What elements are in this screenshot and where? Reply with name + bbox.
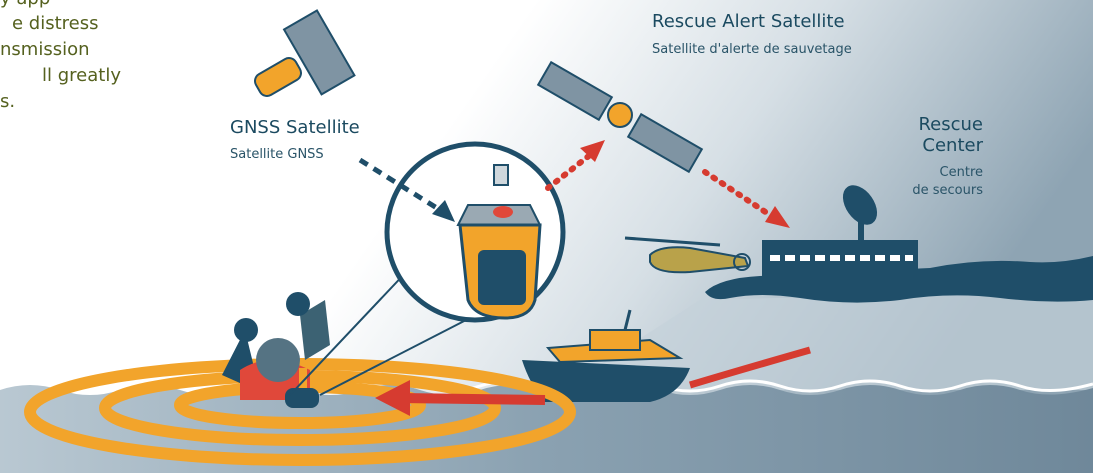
gnss-satellite-title: GNSS Satellite	[230, 117, 360, 138]
gnss-satellite-subtitle: Satellite GNSS	[230, 147, 324, 162]
intro-line: e distress	[12, 13, 99, 34]
intro-line: y app	[0, 0, 50, 9]
intro-line: s.	[0, 91, 15, 112]
rescue-center-subtitle: de secours	[912, 183, 983, 198]
rescue-satellite-subtitle: Satellite d'alerte de sauvetage	[652, 42, 852, 57]
rescue-arrow	[400, 398, 545, 400]
intro-line: nsmission	[0, 39, 90, 60]
rescue-satellite-title: Rescue Alert Satellite	[652, 11, 845, 32]
rescue-center-subtitle: Centre	[940, 165, 983, 180]
infographic: y app e distress nsmission ll greatly s.…	[0, 0, 1093, 473]
rescue-center-title: Rescue	[918, 114, 983, 135]
intro-line: ll greatly	[42, 65, 121, 86]
rescue-center-title: Center	[922, 135, 983, 156]
